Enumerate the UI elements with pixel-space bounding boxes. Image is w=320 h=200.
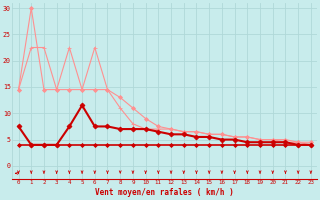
X-axis label: Vent moyen/en rafales ( km/h ): Vent moyen/en rafales ( km/h ) [95, 188, 234, 197]
